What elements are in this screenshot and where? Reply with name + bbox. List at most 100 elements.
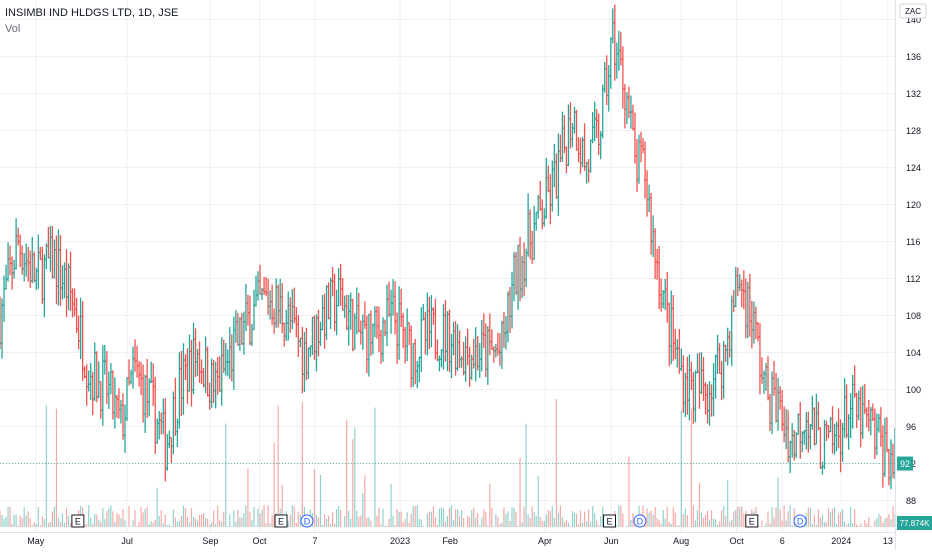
ohlc-bar	[801, 431, 804, 452]
volume-bar	[840, 512, 841, 527]
volume-bar	[485, 512, 486, 527]
volume-bar	[386, 525, 387, 527]
earnings-marker[interactable]: E	[72, 515, 84, 527]
ohlc-bar	[692, 372, 695, 423]
volume-bar	[251, 520, 252, 527]
volume-bar	[403, 522, 404, 527]
volume-bar	[467, 516, 468, 527]
ohlc-bar	[79, 298, 82, 359]
volume-bar	[455, 509, 456, 527]
ohlc-bar	[238, 317, 241, 351]
ohlc-bar	[527, 193, 530, 256]
volume-bar	[193, 517, 194, 527]
volume-bar	[771, 507, 772, 527]
ohlc-bar	[130, 370, 133, 385]
volume-bar	[352, 439, 353, 527]
volume-bar	[729, 522, 730, 527]
volume-bar	[719, 522, 720, 527]
earnings-marker[interactable]: E	[603, 515, 615, 527]
ohlc-bar	[61, 265, 64, 299]
volume-bar	[153, 523, 154, 527]
ohlc-bar	[508, 287, 511, 333]
ohlc-bar	[787, 410, 790, 462]
volume-bar	[499, 524, 500, 527]
ohlc-bar	[436, 339, 439, 361]
ohlc-bar	[136, 346, 139, 378]
volume-bar	[274, 443, 275, 527]
volume-bar	[628, 457, 629, 527]
marker-label: E	[749, 517, 755, 527]
volume-bar	[596, 521, 597, 527]
ohlc-bar	[240, 313, 243, 345]
volume-bar	[328, 516, 329, 527]
volume-bar	[562, 517, 563, 527]
ohlc-bar	[87, 370, 90, 391]
ohlc-bar	[607, 65, 610, 112]
ohlc-bar	[162, 399, 165, 435]
ohlc-bar	[188, 335, 191, 392]
volume-bar	[864, 520, 865, 527]
ohlc-bar	[396, 312, 399, 363]
dividend-marker[interactable]: D	[794, 515, 806, 527]
ohlc-bar	[281, 283, 284, 333]
volume-bar	[884, 519, 885, 527]
volume-bar	[46, 406, 47, 527]
volume-legend: Vol	[5, 22, 178, 36]
ohlc-bar	[809, 424, 812, 450]
currency-label[interactable]: ZAC	[900, 4, 926, 18]
ohlc-bar	[615, 43, 618, 79]
ohlc-bar	[51, 226, 54, 279]
ohlc-bar	[494, 344, 497, 357]
ohlc-bar	[99, 382, 102, 419]
volume-bar	[30, 518, 31, 527]
volume-bar	[433, 506, 434, 527]
volume-bar	[735, 510, 736, 527]
volume-bar	[878, 514, 879, 527]
ohlc-bar	[232, 317, 235, 390]
volume-bar	[532, 507, 533, 527]
ohlc-bar	[192, 323, 195, 395]
ohlc-bar	[595, 109, 598, 138]
x-tick-label: Oct	[730, 536, 745, 546]
volume-bar	[205, 518, 206, 527]
ohlc-bar	[466, 329, 469, 366]
volume-bar	[517, 526, 518, 527]
volume-bar	[792, 525, 793, 527]
ohlc-bar	[773, 361, 776, 396]
dividend-marker[interactable]: D	[634, 515, 646, 527]
volume-bar	[723, 506, 724, 527]
ohlc-bar	[103, 345, 106, 375]
volume-bar	[737, 507, 738, 527]
volume-bar	[558, 513, 559, 527]
volume-bar	[223, 512, 224, 527]
ohlc-bar	[488, 313, 491, 355]
ohlc-bar	[226, 349, 229, 376]
volume-bar	[445, 521, 446, 527]
volume-bar	[844, 521, 845, 527]
volume-bar	[828, 508, 829, 527]
volume-bar	[560, 506, 561, 527]
ohlc-bar	[426, 292, 429, 355]
volume-bar	[681, 411, 682, 527]
volume-bar	[219, 520, 220, 527]
volume-bar	[401, 512, 402, 527]
ohlc-bar	[771, 372, 774, 435]
ohlc-bar	[242, 312, 245, 355]
dividend-marker[interactable]: D	[301, 515, 313, 527]
earnings-marker[interactable]: E	[275, 515, 287, 527]
y-tick-label: 100	[906, 385, 921, 395]
ohlc-bar	[704, 382, 707, 414]
ohlc-bar	[176, 419, 179, 447]
volume-bar	[26, 516, 27, 527]
volume-bar	[834, 507, 835, 527]
volume-bar	[399, 512, 400, 527]
earnings-marker[interactable]: E	[746, 515, 758, 527]
ohlc-bar	[478, 343, 481, 378]
y-tick-label: 124	[906, 163, 921, 173]
ohlc-bar	[121, 393, 124, 439]
ohlc-bar	[295, 307, 298, 337]
volume-bar	[554, 518, 555, 527]
